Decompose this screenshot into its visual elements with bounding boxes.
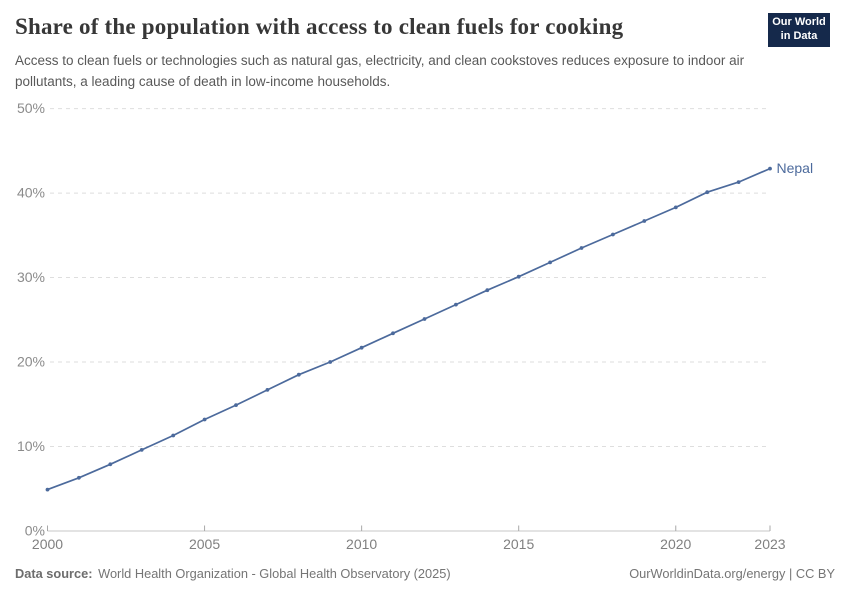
credit-link[interactable]: OurWorldinData.org/energy | CC BY [629,566,835,581]
owid-logo-line2: in Data [780,30,818,42]
data-point-2016[interactable] [548,260,552,265]
data-point-2018[interactable] [611,232,615,237]
x-axis-label-2005: 2005 [189,536,220,552]
entity-label-nepal[interactable]: Nepal [777,160,814,176]
data-point-2002[interactable] [108,462,113,467]
data-point-2005[interactable] [202,417,207,422]
chart-svg: 0% 10% 20% 30% 40% 50% 2000 2005 2010 2015 2020 202… [17,100,814,552]
x-axis-label-2010: 2010 [346,536,377,552]
data-point-2000[interactable] [45,487,50,492]
data-point-2009[interactable] [328,360,333,364]
x-axis-label-2023: 2023 [754,536,785,552]
owid-logo-box: Our World in Data [768,13,830,47]
y-axis-label-40: 40% [17,185,45,201]
data-point-2003[interactable] [139,448,144,452]
chart-subtitle: Access to clean fuels or technologies su… [15,53,745,89]
y-axis-label-10: 10% [17,438,45,454]
data-point-2021[interactable] [705,190,710,195]
data-point-2023[interactable] [768,166,772,171]
data-point-2004[interactable] [171,433,176,438]
data-source-text: World Health Organization - Global Healt… [98,566,451,581]
data-point-2022[interactable] [736,180,741,185]
owid-logo[interactable]: Our World in Data [768,13,830,47]
data-point-2006[interactable] [234,403,238,407]
data-point-2013[interactable] [454,302,458,307]
chart-footer: Data source: World Health Organization -… [15,566,835,581]
data-point-2015[interactable] [516,274,521,279]
data-point-2014[interactable] [485,288,490,293]
data-source-label: Data source: [15,566,93,581]
data-source: Data source: World Health Organization -… [15,566,451,581]
page-title: Share of the population with access to c… [15,14,624,39]
data-point-2010[interactable] [359,345,364,350]
y-axis-label-20: 20% [17,354,45,370]
data-point-2001[interactable] [77,475,81,480]
y-axis-label-50: 50% [17,100,45,116]
y-axis-label-30: 30% [17,269,45,285]
data-point-2007[interactable] [265,388,270,392]
x-axis-label-2020: 2020 [660,536,691,552]
data-point-2019[interactable] [642,219,647,223]
data-point-2020[interactable] [673,205,678,210]
owid-logo-line1: Our World [772,16,826,29]
data-point-2011[interactable] [391,331,395,336]
data-point-2008[interactable] [296,372,301,377]
data-point-2012[interactable] [422,317,427,321]
y-axis-label-0: 0% [25,523,45,539]
x-axis-label-2015: 2015 [503,536,534,552]
line-series-nepal[interactable] [46,167,771,491]
x-axis-label-2000: 2000 [32,536,63,552]
data-point-2017[interactable] [579,246,584,250]
